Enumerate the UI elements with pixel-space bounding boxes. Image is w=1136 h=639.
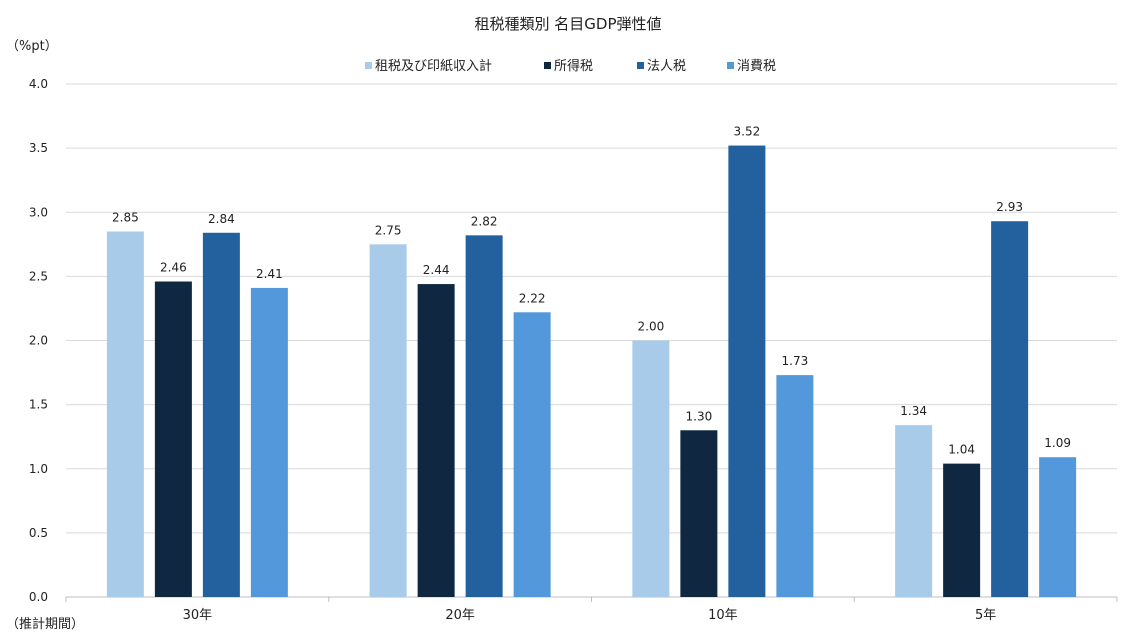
legend-item: 法人税 — [637, 59, 686, 74]
bar — [680, 430, 718, 597]
bar — [991, 221, 1029, 598]
x-tick-label: 20年 — [445, 608, 475, 623]
data-label: 2.85 — [112, 210, 139, 224]
bar — [369, 244, 407, 597]
data-label: 1.34 — [900, 404, 927, 418]
legend-label: 所得税 — [554, 58, 593, 74]
data-label: 2.44 — [423, 263, 450, 277]
legend-item: 消費税 — [727, 59, 776, 74]
chart-title: 租税種類別 名目GDP弾性値 — [475, 15, 662, 33]
y-tick-label: 1.5 — [29, 398, 48, 412]
legend: 租税及び印紙収入計 所得税 法人税 消費税 — [365, 58, 776, 74]
legend-swatch — [365, 62, 372, 69]
y-tick-label: 0.5 — [29, 526, 48, 540]
plot-area: 0.0 0.5 1.0 1.5 2.0 2.5 3.0 3.5 4.0 2.85 2.46 2.84 2… — [29, 77, 1118, 623]
legend-swatch — [544, 62, 551, 69]
y-tick-label: 0.0 — [29, 590, 48, 604]
bar — [776, 375, 814, 597]
y-tick-label: 2.5 — [29, 269, 48, 283]
bar — [728, 145, 766, 597]
bar — [154, 281, 192, 597]
legend-item: 所得税 — [544, 58, 593, 74]
bar — [465, 235, 503, 597]
legend-label: 租税及び印紙収入計 — [375, 58, 492, 74]
bar — [632, 340, 670, 597]
y-tick-label: 2.0 — [29, 334, 48, 348]
data-label: 2.75 — [375, 223, 402, 237]
data-label: 2.41 — [256, 267, 283, 281]
y-tick-label: 3.0 — [29, 205, 48, 219]
legend-swatch — [637, 62, 644, 69]
y-axis-unit-label: （%pt） — [6, 39, 58, 54]
legend-label: 法人税 — [647, 59, 686, 74]
data-label: 2.93 — [996, 200, 1023, 214]
x-tick-label: 5年 — [975, 608, 996, 623]
data-label: 1.09 — [1044, 436, 1071, 450]
bar — [202, 232, 240, 597]
data-label: 1.04 — [948, 443, 975, 457]
data-label: 2.00 — [638, 320, 665, 334]
x-tick-label: 10年 — [708, 608, 738, 623]
data-label: 2.46 — [160, 261, 187, 275]
data-label: 2.22 — [519, 291, 546, 305]
bar — [943, 463, 981, 597]
x-axis-title: （推計期間） — [6, 616, 84, 632]
bar — [895, 425, 933, 597]
legend-label: 消費税 — [737, 59, 776, 74]
data-label: 2.84 — [208, 212, 235, 226]
bar — [417, 284, 455, 597]
data-label: 1.30 — [686, 409, 713, 423]
bar — [250, 287, 288, 597]
data-label: 1.73 — [782, 354, 809, 368]
bar — [513, 312, 551, 597]
y-tick-label: 1.0 — [29, 462, 48, 476]
bar — [106, 231, 144, 598]
y-tick-label: 4.0 — [29, 77, 48, 91]
data-label: 3.52 — [734, 125, 761, 139]
legend-item: 租税及び印紙収入計 — [365, 58, 492, 74]
bar — [1039, 457, 1077, 597]
data-label: 2.82 — [471, 214, 498, 228]
y-tick-label: 3.5 — [29, 141, 48, 155]
legend-swatch — [727, 62, 734, 69]
x-tick-label: 30年 — [183, 608, 213, 623]
